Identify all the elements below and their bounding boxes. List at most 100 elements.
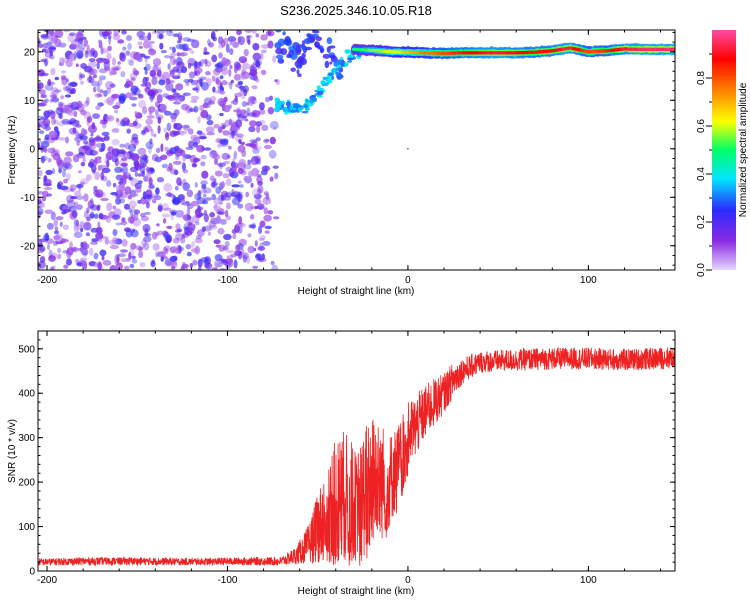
noise-blob: [50, 110, 56, 120]
noise-blob: [238, 91, 243, 96]
noise-blob: [90, 204, 98, 211]
colorbar-tick-label: 0.6: [696, 119, 707, 133]
noise-blob: [172, 131, 181, 136]
xtick-label: -200: [37, 575, 57, 586]
branch-blob: [322, 53, 331, 59]
noise-blob: [210, 149, 217, 156]
noise-blob: [80, 178, 89, 185]
noise-blob: [147, 90, 156, 95]
noise-blob: [158, 66, 162, 72]
noise-blob: [63, 156, 72, 165]
noise-blob: [263, 144, 272, 150]
noise-blob: [106, 87, 111, 94]
noise-blob: [237, 168, 244, 174]
noise-blob: [168, 80, 175, 84]
noise-blob: [81, 129, 88, 136]
noise-blob: [156, 94, 163, 103]
noise-blob: [196, 79, 201, 83]
noise-blob: [41, 99, 47, 107]
noise-blob: [163, 55, 171, 59]
noise-blob: [74, 120, 80, 125]
noise-blob: [247, 233, 252, 238]
noise-blob: [267, 106, 274, 115]
noise-blob: [258, 237, 265, 242]
noise-blob: [229, 170, 239, 179]
noise-blob: [124, 186, 132, 195]
noise-blob: [132, 67, 137, 75]
noise-blob: [38, 260, 46, 269]
noise-blob: [219, 90, 226, 95]
noise-blob: [238, 159, 247, 168]
noise-blob: [194, 208, 202, 216]
noise-blob: [51, 117, 56, 125]
noise-blob: [190, 95, 200, 100]
noise-blob: [172, 194, 177, 204]
noise-blob: [79, 220, 85, 228]
noise-blob: [121, 30, 127, 35]
noise-blob: [111, 138, 120, 146]
noise-blob: [237, 250, 243, 260]
noise-blob: [238, 139, 242, 144]
tail-blob: [316, 95, 323, 98]
branch-blob: [295, 48, 302, 54]
noise-blob: [74, 190, 82, 198]
noise-blob: [120, 120, 127, 127]
noise-blob: [235, 195, 241, 200]
noise-blob: [267, 31, 272, 36]
noise-blob: [177, 40, 182, 44]
noise-blob: [259, 102, 265, 111]
noise-blob: [211, 267, 218, 270]
noise-blob: [251, 222, 256, 230]
noise-blob: [172, 92, 182, 99]
colorbar-tick-label: 0.4: [696, 167, 707, 181]
noise-blob: [103, 135, 110, 142]
noise-blob: [152, 243, 160, 251]
spectrogram-frame: [37, 29, 676, 271]
noise-blob: [145, 202, 150, 209]
noise-blob: [80, 80, 84, 85]
noise-blob: [171, 117, 177, 123]
noise-blob: [240, 109, 247, 115]
noise-blob: [249, 120, 257, 127]
noise-blob: [214, 62, 224, 69]
noise-blob: [69, 205, 77, 213]
noise-blob: [175, 149, 184, 156]
noise-blob: [60, 70, 67, 74]
noise-blob: [119, 143, 126, 148]
noise-blob: [172, 160, 182, 165]
noise-blob: [91, 238, 99, 243]
noise-blob: [235, 222, 244, 227]
noise-blob: [240, 110, 249, 119]
noise-blob: [172, 66, 180, 73]
noise-blob: [87, 116, 93, 123]
noise-blob: [125, 35, 133, 41]
noise-blob: [109, 244, 119, 250]
noise-blob: [125, 80, 134, 88]
noise-blob: [247, 159, 252, 165]
noise-blob: [263, 138, 270, 144]
noise-blob: [145, 63, 151, 71]
noise-blob: [93, 185, 98, 192]
noise-blob: [219, 162, 223, 170]
noise-blob: [40, 156, 46, 164]
branch-blob: [296, 69, 300, 74]
snr-series-line: [38, 346, 675, 567]
noise-blob: [53, 119, 59, 125]
noise-blob: [148, 184, 155, 190]
noise-blob: [165, 192, 174, 197]
noise-blob: [77, 43, 86, 50]
noise-blob: [54, 76, 60, 81]
noise-blob: [238, 145, 244, 153]
noise-blob: [59, 57, 65, 67]
noise-blob: [194, 237, 203, 244]
noise-blob: [186, 251, 192, 257]
noise-blob: [149, 138, 153, 145]
noise-blob: [52, 96, 57, 102]
noise-blob: [116, 119, 123, 126]
noise-blob: [72, 127, 77, 134]
noise-blob: [214, 30, 219, 33]
noise-blob: [180, 125, 190, 129]
noise-blob: [94, 93, 103, 98]
noise-blob: [63, 188, 72, 193]
noise-blob: [177, 73, 181, 80]
